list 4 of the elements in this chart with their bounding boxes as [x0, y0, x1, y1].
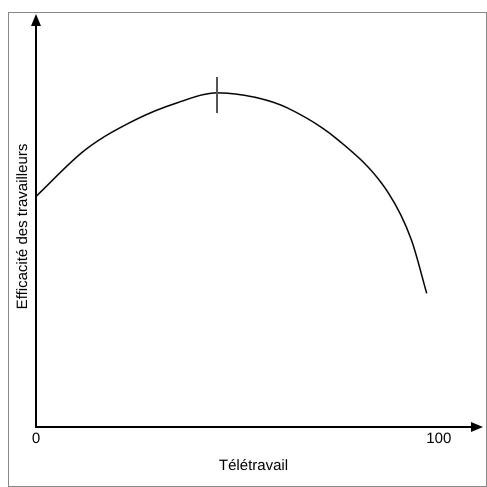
x-tick-label: 0: [32, 430, 40, 448]
y-axis-title: Efficacité des travailleurs: [14, 144, 32, 310]
x-tick-label: 100: [426, 430, 452, 448]
x-axis-title: Télétravail: [218, 457, 288, 474]
